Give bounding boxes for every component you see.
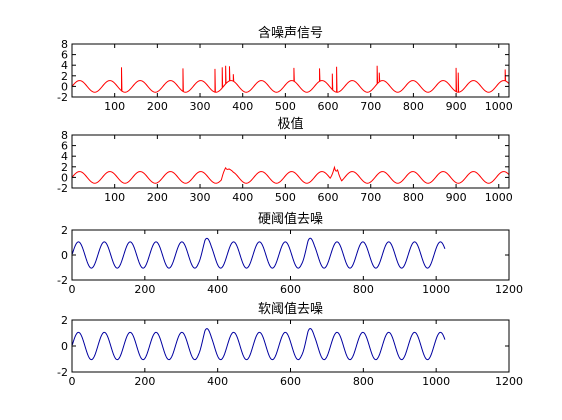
x-tick-label: 100 (104, 191, 125, 204)
axes-box (71, 43, 510, 98)
x-tick-label: 1000 (422, 375, 450, 388)
x-tick-label: 1000 (485, 191, 513, 204)
x-tick-label: 400 (232, 191, 253, 204)
x-tick-label: 600 (280, 375, 301, 388)
subplot-title: 含噪声信号 (258, 25, 323, 41)
y-tick-label: 8 (61, 129, 68, 142)
x-tick-label: 800 (403, 100, 424, 113)
y-tick-label: 0 (61, 340, 68, 353)
x-tick-label: 1200 (495, 375, 523, 388)
x-tick-label: 0 (69, 375, 76, 388)
x-tick-label: 200 (134, 375, 155, 388)
y-tick-label: -2 (57, 182, 68, 195)
x-tick-label: 400 (232, 100, 253, 113)
series-line (72, 237, 446, 269)
x-tick-label: 700 (360, 100, 381, 113)
x-tick-label: 300 (190, 100, 211, 113)
y-tick-label: -2 (57, 274, 68, 287)
subplot-1: 含噪声信号 100 200 300 400 500 600 700 800 900 1000 -202… (57, 25, 513, 113)
x-tick-label: 500 (275, 100, 296, 113)
y-tick-label: 0 (61, 80, 68, 93)
x-tick-label: 600 (318, 191, 339, 204)
x-tick-label: 300 (190, 191, 211, 204)
y-tick-label: 2 (61, 224, 68, 237)
y-tick-label: 6 (61, 49, 68, 62)
subplot-title: 硬阈值去噪 (258, 211, 323, 227)
x-tick-label: 600 (318, 100, 339, 113)
y-tick-label: 2 (61, 314, 68, 327)
x-tick-label: 400 (207, 375, 228, 388)
y-tick-label: 4 (61, 150, 68, 163)
x-tick-label: 200 (134, 283, 155, 296)
x-tick-label: 900 (446, 100, 467, 113)
x-tick-label: 800 (353, 375, 374, 388)
y-tick-label: 6 (61, 140, 68, 153)
x-tick-label: 100 (104, 100, 125, 113)
y-tick-label: -2 (57, 91, 68, 104)
y-tick-label: 2 (61, 70, 68, 83)
x-tick-label: 400 (207, 283, 228, 296)
x-tick-label: 800 (353, 283, 374, 296)
axes-box (71, 134, 510, 189)
subplot-title: 软阈值去噪 (258, 301, 323, 317)
subplot-title: 极值 (277, 116, 303, 132)
x-tick-label: 1000 (422, 283, 450, 296)
y-tick-label: 0 (61, 249, 68, 262)
y-tick-label: 0 (61, 171, 68, 184)
y-tick-label: 8 (61, 38, 68, 51)
series-line (72, 328, 446, 361)
x-tick-label: 700 (360, 191, 381, 204)
axes-box (71, 229, 510, 281)
x-tick-label: 600 (280, 283, 301, 296)
x-tick-label: 500 (275, 191, 296, 204)
axes-box (71, 319, 510, 373)
x-tick-label: 1000 (485, 100, 513, 113)
y-tick-label: 2 (61, 161, 68, 174)
x-tick-label: 0 (69, 283, 76, 296)
x-tick-label: 900 (446, 191, 467, 204)
x-tick-label: 1200 (495, 283, 523, 296)
y-tick-label: -2 (57, 366, 68, 379)
x-tick-label: 200 (147, 100, 168, 113)
y-tick-label: 4 (61, 59, 68, 72)
series-line (72, 165, 509, 184)
x-tick-label: 200 (147, 191, 168, 204)
x-tick-label: 800 (403, 191, 424, 204)
series-line (72, 65, 509, 93)
